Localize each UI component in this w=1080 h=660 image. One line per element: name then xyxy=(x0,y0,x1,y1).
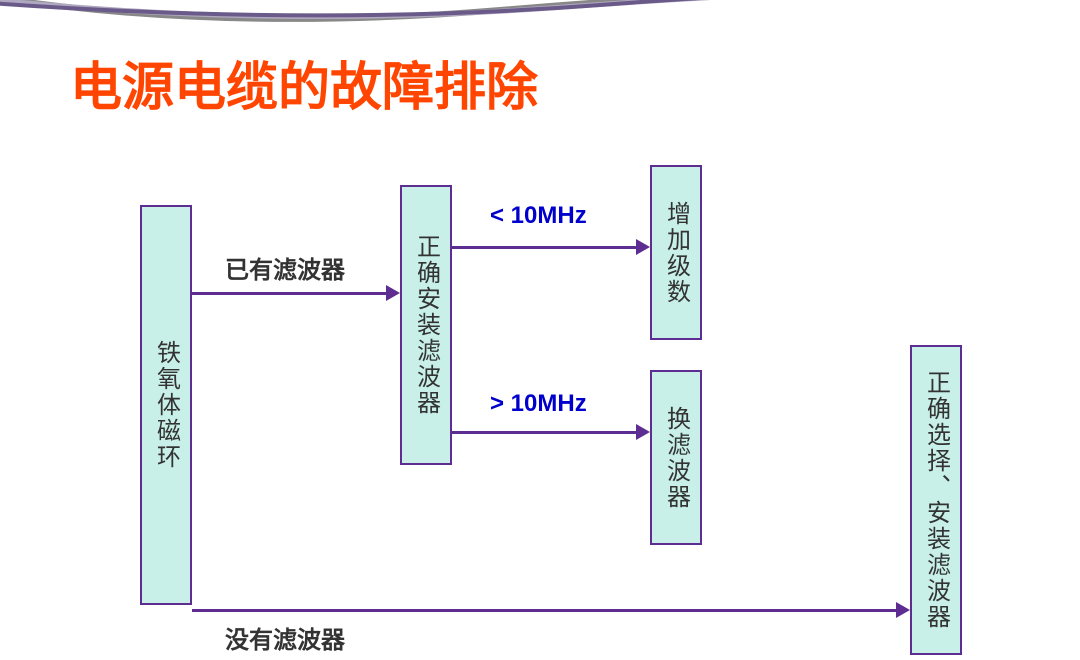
label-lt-10mhz: < 10MHz xyxy=(490,202,587,230)
box-ferrite-label: 铁氧体磁环 xyxy=(149,340,184,470)
arrow-head-2 xyxy=(636,424,650,440)
decorative-header-curves xyxy=(0,0,1080,40)
arrow-head-3 xyxy=(896,602,910,618)
arrow-line-1 xyxy=(452,246,638,249)
arrow-line-2 xyxy=(452,431,638,434)
arrow-line-0 xyxy=(192,292,388,295)
box-change-filter: 换滤波器 xyxy=(650,370,702,545)
box-select-label: 正确选择、安装滤波器 xyxy=(919,370,954,630)
arrow-head-1 xyxy=(636,239,650,255)
box-select-install-filter: 正确选择、安装滤波器 xyxy=(910,345,962,655)
label-has-filter: 已有滤波器 xyxy=(225,250,345,285)
box-add-stages: 增加级数 xyxy=(650,165,702,340)
box-change-label: 换滤波器 xyxy=(659,406,694,510)
box-install-label: 正确安装滤波器 xyxy=(409,234,444,416)
page-title: 电源电缆的故障排除 xyxy=(70,45,538,120)
box-ferrite-ring: 铁氧体磁环 xyxy=(140,205,192,605)
box-add-label: 增加级数 xyxy=(659,201,694,305)
arrow-line-3 xyxy=(192,609,898,612)
label-gt-10mhz: > 10MHz xyxy=(490,390,587,418)
label-no-filter: 没有滤波器 xyxy=(225,620,345,655)
box-install-filter: 正确安装滤波器 xyxy=(400,185,452,465)
arrow-head-0 xyxy=(386,285,400,301)
